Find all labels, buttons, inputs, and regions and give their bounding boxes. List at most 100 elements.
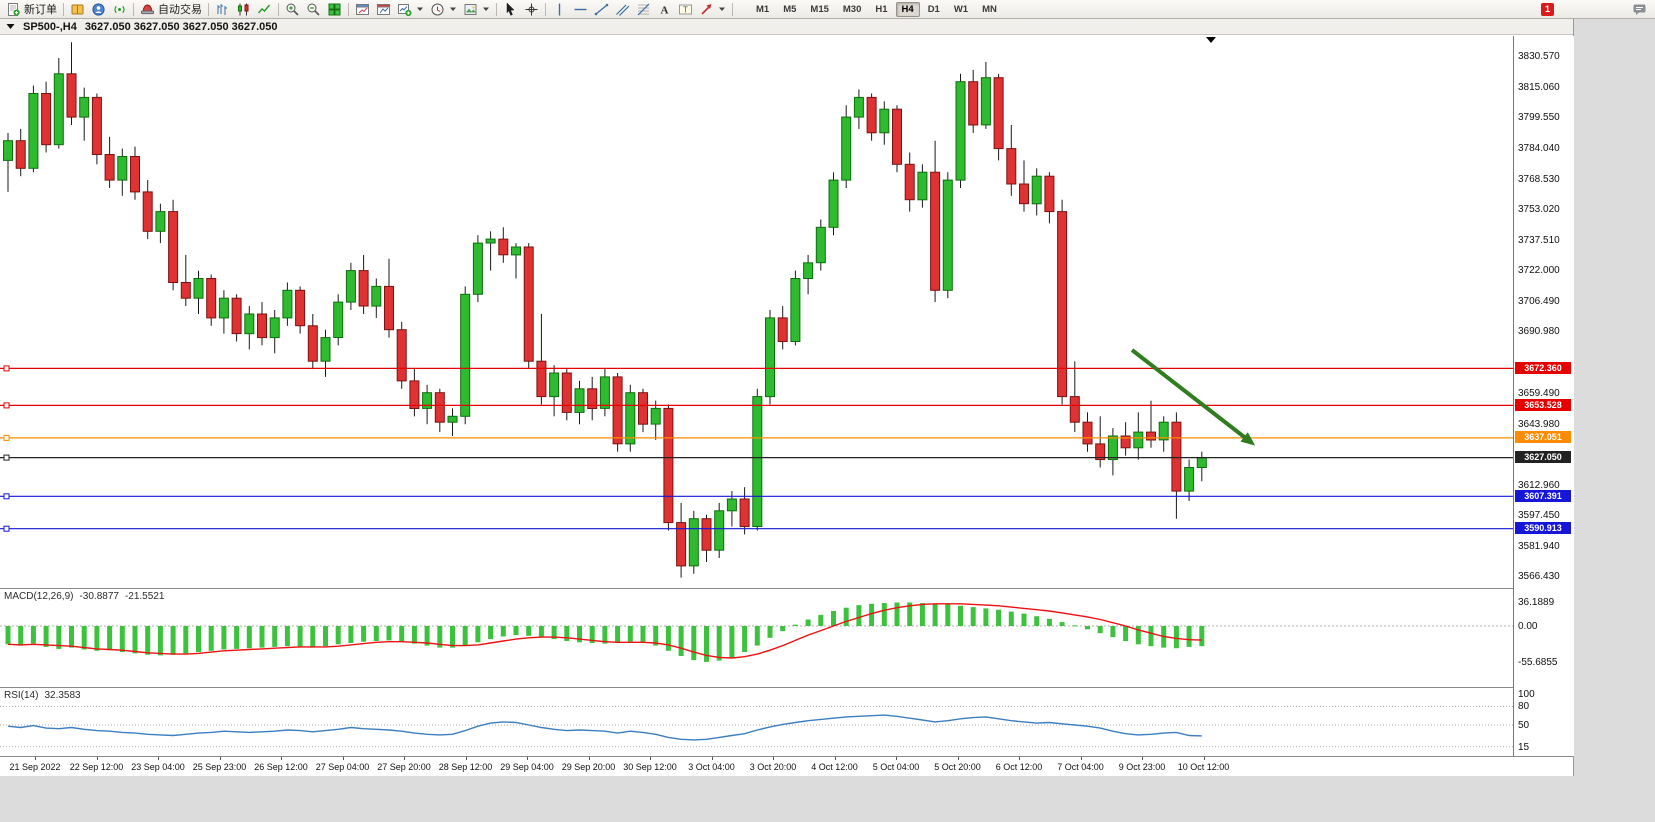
template-icon (463, 2, 478, 17)
candle (1196, 457, 1207, 469)
macd-bar (399, 626, 405, 642)
macd-bar (475, 626, 481, 643)
trend-arrow[interactable] (1130, 348, 1256, 446)
new-order-label: 新订单 (24, 4, 57, 16)
macd-bar (30, 626, 36, 644)
cursor-button[interactable] (500, 1, 521, 18)
timeframe-d1[interactable]: D1 (922, 2, 946, 17)
trendline-button[interactable] (591, 1, 612, 18)
bar-chart-button[interactable] (212, 1, 233, 18)
candle (269, 317, 280, 339)
macd-bar (1034, 616, 1040, 626)
toolbar-separator (133, 2, 134, 16)
line-handle[interactable] (3, 434, 10, 441)
profile-button[interactable] (88, 1, 109, 18)
timeframe-m30[interactable]: M30 (837, 2, 867, 17)
market-watch-button[interactable] (67, 1, 88, 18)
chart-shift-marker[interactable] (1206, 37, 1216, 43)
candle (523, 246, 534, 362)
tile-windows-button[interactable] (324, 1, 345, 18)
text-button[interactable]: A (654, 1, 675, 18)
macd-bar (81, 626, 87, 650)
arrange-charts-alt-button[interactable] (373, 1, 394, 18)
price-tick: 3799.550 (1518, 112, 1560, 124)
community-button[interactable] (109, 1, 130, 18)
new-order-button[interactable]: 新订单 (3, 1, 60, 18)
price-axis[interactable]: 3830.570 3815.060 3799.550 3784.040 3768.530… (1513, 36, 1574, 756)
line-handle[interactable] (3, 525, 10, 532)
candle (1184, 467, 1195, 492)
candle (345, 270, 356, 303)
crosshair-button[interactable] (521, 1, 542, 18)
chat-icon[interactable] (1632, 2, 1647, 17)
macd-bar (945, 604, 951, 626)
line-handle[interactable] (3, 365, 10, 372)
new-chart-button[interactable] (394, 1, 427, 18)
timeframe-m1[interactable]: M1 (750, 2, 775, 17)
candle (244, 313, 255, 335)
chart-menu-toggle[interactable] (6, 22, 15, 31)
timeframe-h4[interactable]: H4 (895, 1, 920, 17)
timeframe-mn[interactable]: MN (976, 2, 1003, 17)
autotrading-button[interactable]: 自动交易 (137, 1, 205, 18)
panel-separator[interactable] (0, 588, 1573, 589)
candle (3, 140, 13, 161)
candle (892, 108, 902, 165)
timeframe-h1[interactable]: H1 (869, 2, 893, 17)
candle (701, 518, 712, 551)
time-label: 27 Sep 04:00 (315, 762, 370, 772)
template-button[interactable] (460, 1, 493, 18)
price-chart-canvas[interactable] (0, 36, 1513, 588)
candle (1069, 396, 1080, 423)
horizontal-line-button[interactable] (570, 1, 591, 18)
line-handle[interactable] (3, 454, 10, 461)
macd-bar (729, 626, 735, 658)
chevron-down-icon (482, 5, 490, 13)
macd-bar (1046, 618, 1052, 626)
price-tick: 3581.940 (1518, 540, 1560, 552)
time-axis[interactable]: 21 Sep 2022 22 Sep 12:00 23 Sep 04:00 25 Se… (0, 756, 1573, 776)
clock-icon (430, 2, 445, 17)
timeframe-w1[interactable]: W1 (948, 2, 974, 17)
macd-bar (246, 626, 252, 649)
panel-separator[interactable] (0, 687, 1573, 688)
line-handle[interactable] (3, 493, 10, 500)
macd-bar (1173, 626, 1179, 649)
vertical-line-button[interactable] (549, 1, 570, 18)
candle (91, 96, 102, 155)
macd-bar (335, 626, 341, 645)
macd-axis-tick: 36.1889 (1518, 596, 1555, 608)
line-chart-button[interactable] (254, 1, 275, 18)
price-tick: 3784.040 (1518, 143, 1560, 155)
macd-bar (145, 626, 151, 655)
timeframe-m5[interactable]: M5 (777, 2, 802, 17)
zoom-in-button[interactable] (282, 1, 303, 18)
arrows-button[interactable] (696, 1, 729, 18)
channel-button[interactable] (612, 1, 633, 18)
arrange-charts-button[interactable] (352, 1, 373, 18)
candle-chart-button[interactable] (233, 1, 254, 18)
timeframe-m15[interactable]: M15 (804, 2, 834, 17)
zoom-out-button[interactable] (303, 1, 324, 18)
macd-bar (538, 626, 544, 638)
period-button[interactable] (427, 1, 460, 18)
text-label-button[interactable]: T (675, 1, 696, 18)
macd-bar (742, 626, 748, 653)
candle (879, 108, 890, 134)
rsi-panel-canvas[interactable] (0, 688, 1513, 756)
time-label: 22 Sep 12:00 (69, 762, 124, 772)
candle (460, 293, 471, 417)
candle (841, 116, 852, 181)
macd-bar (818, 614, 824, 626)
line-handle[interactable] (3, 402, 10, 409)
macd-bar (640, 626, 646, 643)
macd-bar (196, 626, 201, 653)
macd-panel-canvas[interactable] (0, 589, 1513, 687)
text-label-icon: T (678, 2, 693, 17)
time-label: 26 Sep 12:00 (254, 762, 308, 772)
fibonacci-button[interactable] (633, 1, 654, 18)
candle (1082, 421, 1093, 445)
notification-badge[interactable]: 1 (1541, 3, 1554, 16)
time-label: 6 Oct 12:00 (995, 762, 1043, 772)
toolbar-separator (348, 2, 349, 16)
